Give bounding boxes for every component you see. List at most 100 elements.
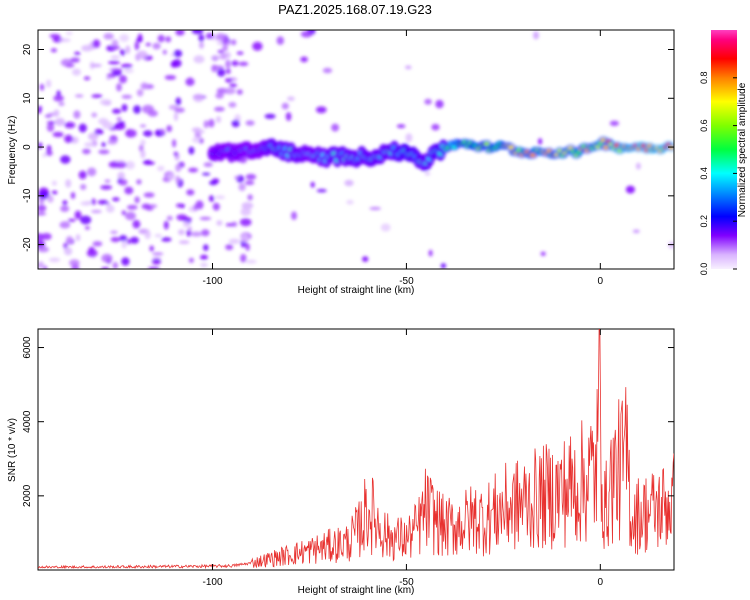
spectrogram-cell xyxy=(123,68,134,74)
spectrogram-cell xyxy=(134,41,140,51)
spectrogram-cell xyxy=(90,63,102,68)
spectrogram-cell xyxy=(80,201,92,206)
x-tick-label: 0 xyxy=(598,276,604,287)
spectrogram-cell xyxy=(119,34,130,42)
spectrogram-cell xyxy=(64,134,74,143)
spectrogram-cell xyxy=(139,124,147,128)
spectrogram-cell xyxy=(49,34,61,38)
spectrogram-cell xyxy=(60,205,70,212)
spectrogram-cell xyxy=(98,118,109,125)
spectrogram-cell xyxy=(161,237,172,242)
spectrogram-cell xyxy=(225,68,231,75)
spectrogram-cell xyxy=(209,180,218,186)
spectrogram-cell xyxy=(236,89,243,95)
spectrogram-cell xyxy=(99,99,112,106)
spectrogram-cell xyxy=(188,257,194,263)
spectrogram-cell xyxy=(91,198,96,206)
spectrogram-cell xyxy=(225,223,235,227)
spectrogram-cell xyxy=(424,98,432,105)
spectrogram-cell xyxy=(51,180,57,186)
spectrogram-cell xyxy=(217,49,225,54)
spectrogram-cell xyxy=(46,123,55,132)
spectrogram-cell xyxy=(440,263,447,269)
spectrogram-cell xyxy=(264,113,276,119)
spectrogram-cell xyxy=(310,181,315,188)
spectrogram-cell xyxy=(87,167,97,177)
spectrogram-cell xyxy=(121,240,127,249)
spectrogram-cell xyxy=(200,262,208,268)
spectrogram-cell xyxy=(65,179,72,188)
spectrogram-cell xyxy=(142,159,152,165)
spectrogram-cell xyxy=(435,99,444,109)
spectrogram-cell xyxy=(72,68,81,76)
colorbar: 0.0 0.2 0.4 0.6 0.8 Normalized spectral ampl… xyxy=(699,30,748,275)
spectrogram-cell xyxy=(147,110,158,117)
spectrogram-cell xyxy=(220,52,227,60)
spectrogram-cell xyxy=(231,60,239,67)
spectrogram-cell xyxy=(136,38,143,42)
spectrogram-cell xyxy=(108,60,120,65)
snr-xlabel: Height of straight line (km) xyxy=(298,585,415,596)
spectrogram-cell xyxy=(187,226,192,231)
spectrogram-cell xyxy=(632,229,640,234)
spectrogram-cell xyxy=(187,77,193,86)
snr-ticks: -100 -50 0 2000 4000 6000 xyxy=(22,329,674,588)
spectrogram-cell xyxy=(405,65,412,70)
spectrogram-cell xyxy=(281,102,289,110)
spectrogram-cell xyxy=(241,202,254,210)
spectrogram-cell xyxy=(118,179,128,186)
spectrogram-cell xyxy=(126,128,132,138)
spectrogram-cell xyxy=(193,93,204,103)
spectrogram-cell xyxy=(92,39,101,48)
spectrogram-cell xyxy=(94,128,104,135)
spectrogram-cell xyxy=(62,200,68,206)
spectrogram-cell xyxy=(240,207,252,216)
spectrogram-cell xyxy=(234,176,239,180)
spectrogram-cell xyxy=(205,32,213,40)
spectrogram-cell xyxy=(104,179,111,183)
y-tick-label: 10 xyxy=(22,92,33,104)
spectrogram-cell xyxy=(173,49,183,58)
spectrogram-cell xyxy=(152,42,161,50)
x-tick-label: -100 xyxy=(203,276,223,287)
spectrogram-cell xyxy=(203,244,209,252)
spectrogram-cell xyxy=(428,249,433,257)
spectrogram-cell xyxy=(132,219,141,229)
spectrogram-cell xyxy=(67,218,76,222)
spectrogram-cell xyxy=(178,229,185,236)
spectrogram-cell xyxy=(635,162,641,170)
y-tick-label: -10 xyxy=(22,188,33,203)
x-tick-label: -50 xyxy=(399,276,414,287)
y-tick-label: -20 xyxy=(22,237,33,252)
spectrogram-cell xyxy=(55,118,65,126)
spectrogram-cell xyxy=(59,221,71,229)
spectrogram-cell xyxy=(147,266,160,269)
colorbar-label: Normalized spectral amplitude xyxy=(737,82,748,217)
spectrogram-cell xyxy=(201,229,210,237)
spectrogram-cell xyxy=(92,241,103,247)
spectrogram-cell xyxy=(42,153,47,158)
spectrogram-cell xyxy=(241,234,250,243)
spectrogram-cell xyxy=(217,68,226,77)
spectrogram-cell xyxy=(172,139,177,148)
spectrogram-cell xyxy=(119,49,126,56)
spectrogram-cell xyxy=(529,153,536,158)
spectrogram-cell xyxy=(100,185,113,190)
spectrogram-cell xyxy=(91,94,103,98)
spectrogram-cell xyxy=(58,101,65,106)
spectrogram-cell xyxy=(175,30,185,36)
spectrogram-cell xyxy=(208,195,215,202)
spectrogram-cell xyxy=(143,130,153,137)
spectrogram-cell xyxy=(540,251,546,256)
spectrogram-cell xyxy=(210,55,223,60)
spectrogram-cell xyxy=(66,235,73,244)
spectrogram-cell xyxy=(47,195,54,203)
spectrogram-cell xyxy=(175,163,182,172)
spectrogram-cell xyxy=(52,131,64,138)
y-tick-label: 2000 xyxy=(22,484,33,507)
spectrogram-cell xyxy=(197,129,205,134)
spectrogram-cell xyxy=(65,31,73,35)
spectrogram-xlabel: Height of straight line (km) xyxy=(298,285,415,296)
